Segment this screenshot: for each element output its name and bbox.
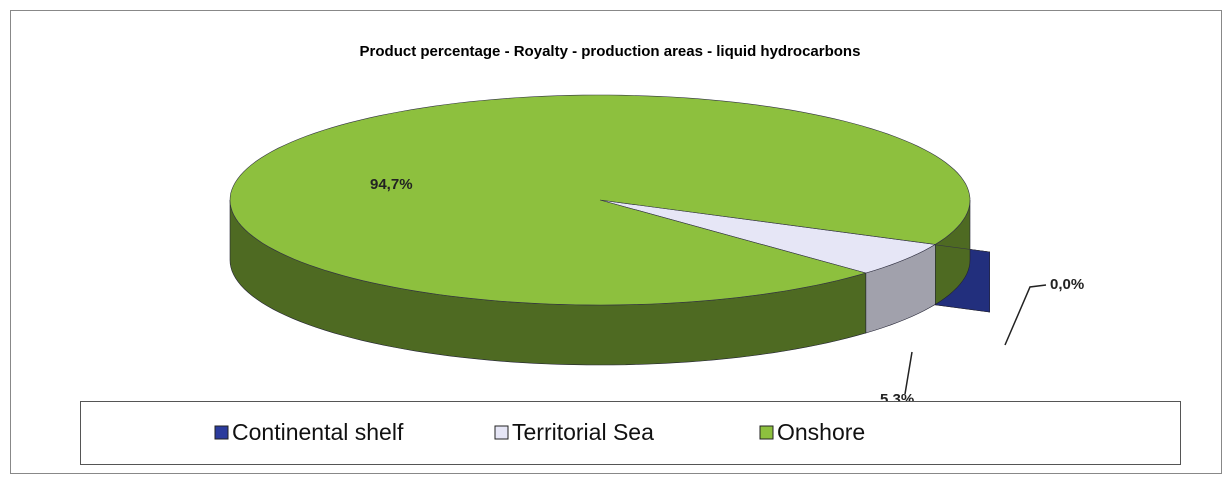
legend-label: Onshore (777, 419, 865, 445)
legend-label: Continental shelf (232, 419, 404, 445)
data-label: 0,0% (1050, 276, 1084, 293)
legend-label: Territorial Sea (512, 419, 654, 445)
legend-box (80, 401, 1181, 465)
legend-swatch (759, 425, 774, 440)
leader-line (1004, 284, 1047, 346)
data-label: 94,7% (370, 176, 413, 193)
legend-swatch (494, 425, 509, 440)
chart-title: Product percentage - Royalty - productio… (360, 43, 861, 60)
pie (229, 94, 990, 366)
leader-line (904, 351, 913, 395)
legend: Continental shelf Territorial Sea Onshore (214, 419, 865, 445)
slice (229, 94, 971, 306)
slice (599, 199, 937, 274)
legend-swatch (214, 425, 229, 440)
data-labels: 0,0%5,3%94,7% (370, 176, 1084, 408)
